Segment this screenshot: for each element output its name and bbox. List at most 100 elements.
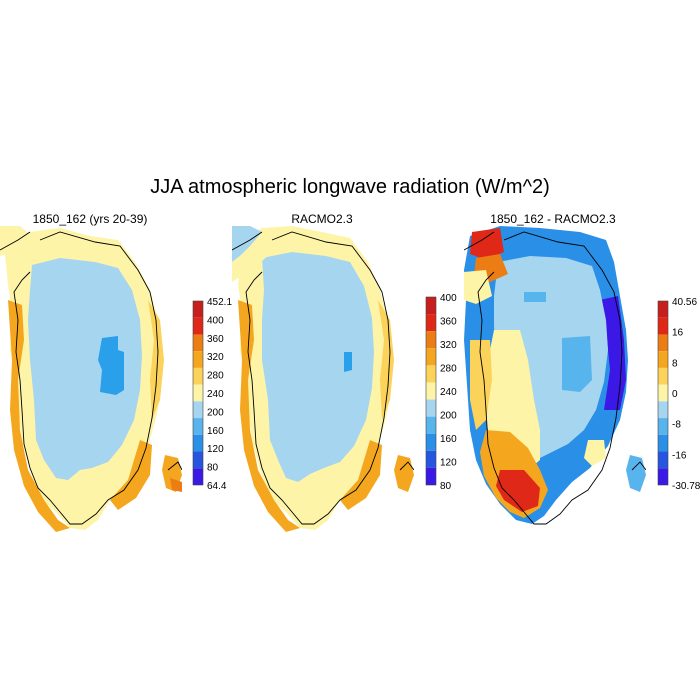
colorbar-tick-label: 120 xyxy=(440,458,457,469)
iceland-red xyxy=(170,478,182,492)
colorbar-tick-label: 280 xyxy=(440,364,457,375)
colorbar-tick-label: 200 xyxy=(440,411,457,422)
colorbar-tick-label: -16 xyxy=(672,450,687,461)
colorbar-tick-label: 40.56 xyxy=(672,297,697,308)
colorbar-segment xyxy=(658,468,668,485)
colorbar-segment xyxy=(658,418,668,435)
panel-3-coastline xyxy=(464,231,623,525)
colorbar-tick-label: 64.4 xyxy=(207,481,227,492)
panel-2-coastline xyxy=(232,231,391,525)
coastal-orange-west xyxy=(238,300,300,532)
colorbar-segment xyxy=(193,468,203,485)
colorbar-segment xyxy=(193,367,203,385)
colorbar-tick-label: 240 xyxy=(207,389,224,400)
colorbar-segment xyxy=(426,314,436,332)
colorbar-segment xyxy=(426,348,436,366)
colorbar-tick-label: 160 xyxy=(440,434,457,445)
ellesmere-yellow xyxy=(232,236,272,282)
panel-1-map xyxy=(0,226,182,532)
colorbar-segment xyxy=(426,382,436,400)
panel-1-greenland-field xyxy=(0,226,182,532)
figure-title: JJA atmospheric longwave radiation (W/m^… xyxy=(150,176,550,198)
colorbar-tick-label: 0 xyxy=(672,389,678,400)
iceland-coast xyxy=(394,455,414,492)
colorbar-tick-label: 240 xyxy=(440,387,457,398)
west-coast-orange xyxy=(470,340,492,430)
colorbar-segment xyxy=(193,384,203,402)
east-pale-band xyxy=(584,440,606,466)
colorbar-tick-label: -8 xyxy=(672,420,681,431)
northwest-yellow xyxy=(464,270,492,304)
coastal-orange-east xyxy=(378,300,394,420)
colorbar-segment xyxy=(426,365,436,383)
panel-2-colorbar: 400 360 320 280 240 200 160 120 80 xyxy=(425,293,457,492)
colorbar-tick-label: 360 xyxy=(440,317,457,328)
colorbar-segment xyxy=(193,351,203,368)
colorbar-segment xyxy=(658,367,668,385)
colorbar-tick-label: 360 xyxy=(207,334,224,345)
colorbar-segment xyxy=(658,451,668,469)
colorbar-segment xyxy=(426,467,436,485)
colorbar-segment xyxy=(658,384,668,402)
ice-core-blue xyxy=(524,292,546,302)
colorbar-segment xyxy=(426,297,436,315)
colorbar-tick-label: 400 xyxy=(440,293,457,304)
ice-core-blue xyxy=(98,336,124,395)
coastal-orange-southeast xyxy=(340,440,382,510)
panel-3-map xyxy=(464,226,646,525)
colorbar-segment xyxy=(193,418,203,435)
colorbar-segment xyxy=(193,301,203,318)
colorbar-tick-label: 16 xyxy=(672,328,684,339)
panel-1-coastline xyxy=(0,231,159,525)
colorbar-tick-label: 80 xyxy=(207,463,219,474)
coastal-orange-east xyxy=(148,300,164,420)
colorbar-segment xyxy=(658,434,668,452)
colorbar-segment xyxy=(426,450,436,468)
panel-3-iceland-coastline xyxy=(631,461,646,471)
ice-mid-blue xyxy=(562,336,592,392)
ice-core-blue xyxy=(344,352,352,372)
panel-1-colorbar: 452.1 400 360 320 280 240 200 160 120 80 64.4 xyxy=(192,297,232,492)
southwest-red xyxy=(496,470,540,512)
colorbar-segment xyxy=(193,334,203,352)
colorbar-segment xyxy=(193,317,203,335)
colorbar-border xyxy=(657,300,669,486)
colorbar-tick-label: 160 xyxy=(207,426,224,437)
northwest-red-patch xyxy=(470,228,504,260)
colorbar-tick-label: 400 xyxy=(207,315,224,326)
panel-2-title: RACMO2.3 xyxy=(291,212,353,226)
ellesmere-lightblue xyxy=(232,226,262,262)
panel-3-title: 1850_162 - RACMO2.3 xyxy=(490,212,616,226)
colorbar-segment xyxy=(426,416,436,434)
colorbar-tick-label: 8 xyxy=(672,358,678,369)
colorbar-segment xyxy=(658,301,668,318)
colorbar-segment xyxy=(193,434,203,452)
panel-1-iceland-coastline xyxy=(167,461,182,471)
colorbar-tick-label: 320 xyxy=(207,352,224,363)
colorbar-tick-label: -30.78 xyxy=(672,481,700,492)
colorbar-segment xyxy=(658,317,668,335)
panel-3-colorbar: 40.56 16 8 0 -8 -16 -30.78 xyxy=(657,297,700,492)
coastal-orange-west xyxy=(8,300,70,532)
panel-2-map xyxy=(232,226,414,532)
colorbar-tick-label: 80 xyxy=(440,481,452,492)
colorbar-tick-label: 320 xyxy=(440,340,457,351)
colorbar-segment xyxy=(658,334,668,352)
panel-1-title: 1850_162 (yrs 20-39) xyxy=(32,212,148,226)
panel-2-iceland-coastline xyxy=(399,461,414,471)
colorbar-segment xyxy=(426,331,436,349)
colorbar-segment xyxy=(658,351,668,368)
colorbar-border xyxy=(425,296,437,486)
colorbar-segment xyxy=(426,399,436,417)
ice-sheet-lightblue xyxy=(262,252,374,482)
colorbar-border xyxy=(192,300,204,486)
iceland-blue xyxy=(626,455,646,492)
colorbar-tick-label: 280 xyxy=(207,371,224,382)
panel-3-greenland-field xyxy=(464,226,646,524)
ice-sheet-lightblue xyxy=(28,258,142,480)
colorbar-tick-label: 200 xyxy=(207,407,224,418)
colorbar-segment xyxy=(193,401,203,419)
colorbar-tick-label: 452.1 xyxy=(207,297,232,308)
colorbar-segment xyxy=(658,401,668,419)
